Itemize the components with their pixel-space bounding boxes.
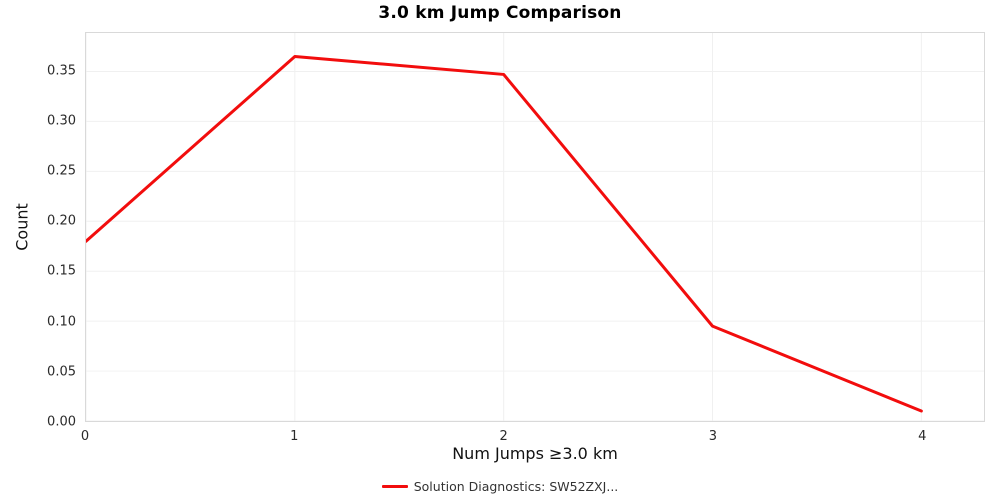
- legend-item[interactable]: Solution Diagnostics: SW52ZXJ...: [0, 479, 1000, 494]
- x-tick-label: 3: [708, 429, 718, 444]
- y-tick-label: 0.30: [47, 113, 76, 129]
- x-tick-label: 4: [918, 429, 927, 444]
- y-tick-label: 0.00: [47, 414, 76, 430]
- line-chart-svg: [86, 33, 984, 421]
- x-tick-label: 1: [290, 429, 299, 444]
- y-tick-label: 0.05: [47, 364, 76, 380]
- legend-line-swatch: [381, 485, 408, 488]
- x-tick-label: 2: [499, 429, 508, 444]
- legend-label: Solution Diagnostics: SW52ZXJ...: [413, 479, 619, 494]
- y-tick-label: 0.10: [47, 314, 76, 330]
- y-tick-label: 0.15: [47, 263, 76, 279]
- plot-area: [85, 32, 985, 422]
- x-axis-title: Num Jumps ≥3.0 km: [452, 444, 618, 463]
- y-tick-label: 0.25: [47, 163, 76, 179]
- y-tick-label: 0.35: [47, 63, 76, 79]
- y-tick-label: 0.20: [47, 213, 76, 229]
- x-tick-label: 0: [80, 429, 90, 444]
- chart-title: 3.0 km Jump Comparison: [378, 3, 622, 23]
